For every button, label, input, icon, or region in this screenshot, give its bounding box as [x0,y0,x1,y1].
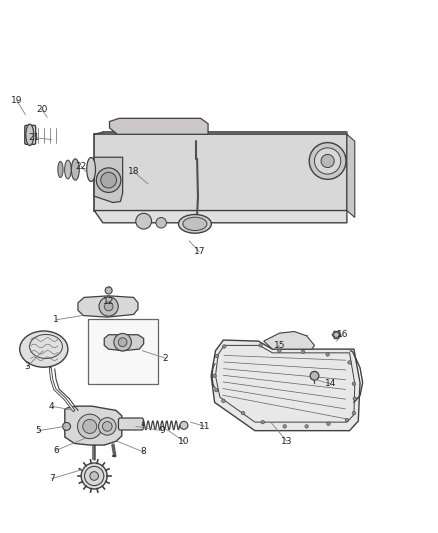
Text: 3: 3 [24,362,30,371]
Circle shape [327,422,330,425]
Circle shape [345,418,349,422]
Circle shape [309,142,346,180]
Text: 10: 10 [178,437,190,446]
Text: 9: 9 [159,426,165,435]
Circle shape [283,425,286,428]
Polygon shape [110,118,208,134]
Text: 1: 1 [53,316,59,324]
Circle shape [261,421,265,424]
Circle shape [81,463,107,489]
Circle shape [90,472,99,480]
Circle shape [78,414,102,439]
Text: 4: 4 [49,402,54,410]
FancyBboxPatch shape [118,418,144,430]
Bar [88,319,158,384]
Ellipse shape [26,124,34,146]
Text: 13: 13 [281,437,293,446]
Circle shape [180,422,188,429]
Circle shape [99,418,116,435]
Circle shape [334,332,339,337]
Text: 19: 19 [11,96,22,104]
Text: 2: 2 [163,354,168,362]
Circle shape [278,349,281,352]
FancyBboxPatch shape [25,125,35,144]
Circle shape [353,397,357,400]
Circle shape [301,350,305,353]
Polygon shape [94,134,347,211]
Circle shape [326,353,329,356]
Circle shape [114,334,131,351]
Text: 20: 20 [36,105,47,114]
Text: 11: 11 [199,422,211,431]
Polygon shape [94,157,123,203]
Circle shape [105,287,112,294]
Polygon shape [65,406,122,445]
Polygon shape [78,296,138,317]
Circle shape [96,168,121,192]
Ellipse shape [58,161,63,177]
Polygon shape [104,335,144,351]
Text: 5: 5 [35,426,42,435]
Text: 16: 16 [337,330,348,339]
Circle shape [259,344,262,347]
Circle shape [85,466,104,486]
Circle shape [321,155,334,167]
Circle shape [352,411,356,415]
Ellipse shape [65,160,71,179]
Text: 14: 14 [325,379,336,388]
Circle shape [156,217,166,228]
Polygon shape [264,332,314,349]
Text: 7: 7 [49,474,55,483]
Circle shape [241,411,245,415]
Text: 21: 21 [28,133,40,142]
Polygon shape [211,340,360,431]
Circle shape [102,422,112,431]
Circle shape [305,425,308,428]
Text: 22: 22 [75,162,87,171]
Circle shape [215,389,218,392]
Circle shape [136,213,152,229]
Text: 15: 15 [274,341,285,350]
Circle shape [348,361,351,364]
Ellipse shape [71,159,79,180]
Ellipse shape [178,214,211,233]
Text: 18: 18 [128,167,139,176]
Polygon shape [347,134,355,217]
Polygon shape [94,211,347,223]
Circle shape [101,172,117,188]
Circle shape [223,345,226,348]
Text: 12: 12 [103,297,114,305]
Ellipse shape [87,158,95,181]
Text: 8: 8 [141,448,147,456]
Circle shape [99,297,118,316]
Circle shape [222,399,225,402]
Circle shape [63,423,71,430]
Text: 6: 6 [53,446,59,455]
Circle shape [104,302,113,311]
Circle shape [83,419,97,433]
Circle shape [118,338,127,346]
Circle shape [213,374,216,377]
Circle shape [310,372,319,380]
Circle shape [352,382,356,385]
Circle shape [314,148,341,174]
Ellipse shape [20,331,68,367]
Text: 17: 17 [194,247,205,256]
Ellipse shape [183,217,207,231]
Circle shape [215,354,219,358]
